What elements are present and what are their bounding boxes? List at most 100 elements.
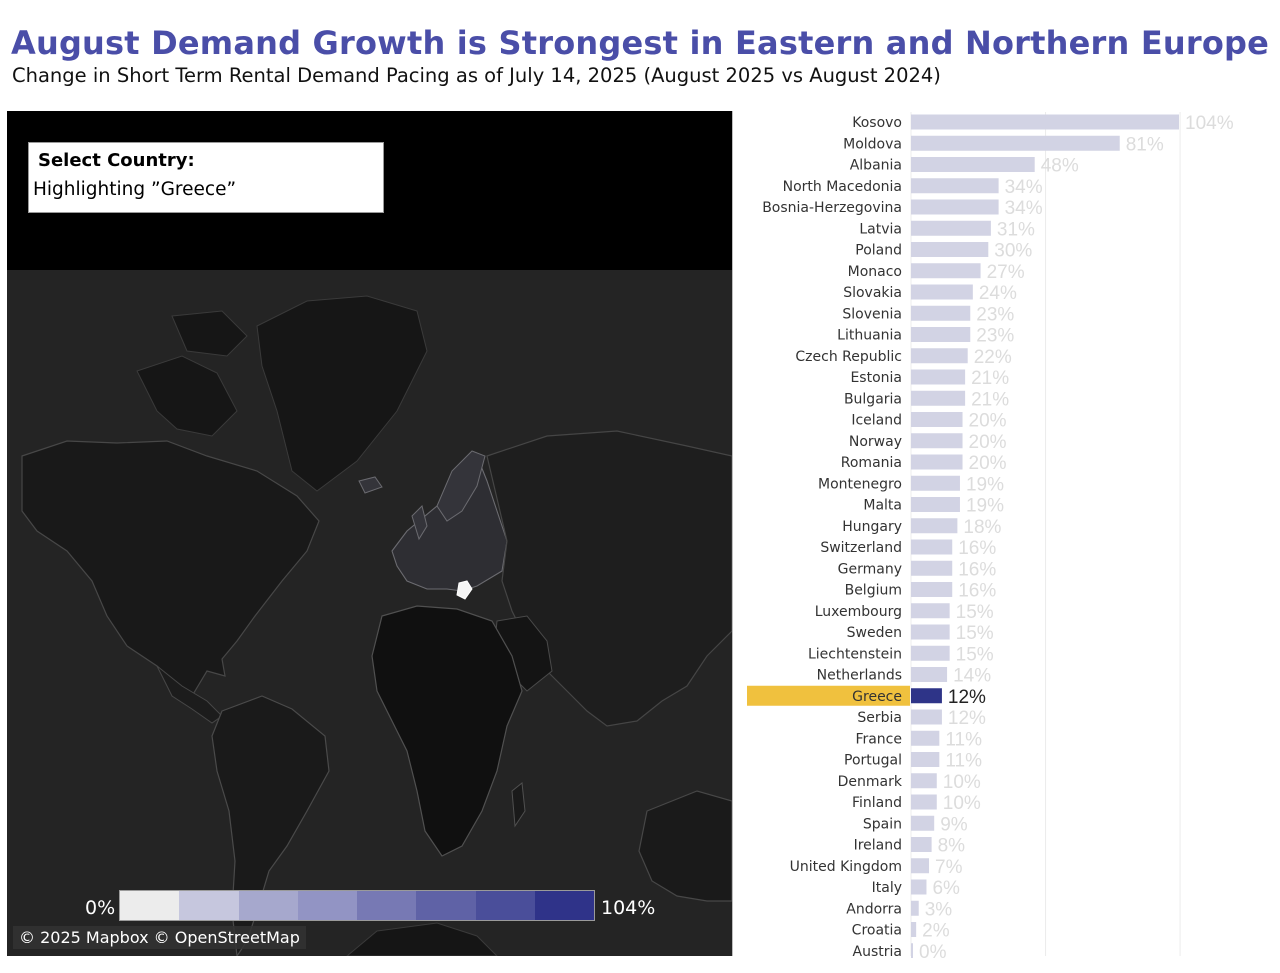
australia-shape bbox=[638, 790, 732, 902]
category-label[interactable]: Denmark bbox=[838, 774, 903, 790]
category-label[interactable]: Poland bbox=[855, 243, 902, 259]
value-label: 21% bbox=[971, 389, 1009, 410]
bar[interactable] bbox=[911, 603, 950, 619]
bar[interactable] bbox=[911, 390, 966, 406]
bar[interactable] bbox=[911, 773, 937, 789]
bar[interactable] bbox=[911, 752, 940, 767]
category-label[interactable]: North Macedonia bbox=[783, 179, 902, 195]
legend-swatch bbox=[120, 891, 180, 920]
value-label: 15% bbox=[956, 644, 994, 665]
value-label: 9% bbox=[940, 814, 968, 835]
bar[interactable] bbox=[911, 284, 973, 300]
bar[interactable] bbox=[911, 815, 935, 831]
bar[interactable] bbox=[911, 242, 989, 257]
bar[interactable] bbox=[911, 709, 942, 725]
category-label[interactable]: Switzerland bbox=[820, 540, 902, 556]
bar[interactable] bbox=[911, 730, 940, 746]
category-label[interactable]: Lithuania bbox=[837, 328, 902, 344]
category-label[interactable]: Ireland bbox=[854, 838, 902, 854]
category-label[interactable]: Luxembourg bbox=[815, 604, 902, 620]
category-label[interactable]: Romania bbox=[841, 455, 902, 471]
bar[interactable] bbox=[911, 497, 960, 512]
value-label: 16% bbox=[958, 581, 996, 602]
bar[interactable] bbox=[911, 539, 953, 555]
greenland-shape bbox=[256, 295, 428, 492]
bar[interactable] bbox=[911, 220, 991, 236]
category-label[interactable]: Belgium bbox=[845, 583, 902, 599]
bar[interactable] bbox=[911, 114, 1179, 130]
bar[interactable] bbox=[911, 305, 971, 321]
category-label[interactable]: Bulgaria bbox=[844, 391, 902, 407]
bar[interactable] bbox=[911, 518, 958, 534]
bar[interactable] bbox=[911, 582, 953, 597]
bar[interactable] bbox=[911, 475, 960, 491]
bar[interactable] bbox=[911, 688, 942, 704]
category-label[interactable]: Sweden bbox=[847, 625, 902, 641]
greece-shape[interactable] bbox=[456, 580, 473, 600]
value-label: 6% bbox=[932, 878, 960, 899]
bar[interactable] bbox=[911, 135, 1120, 151]
bar[interactable] bbox=[911, 157, 1035, 172]
category-label[interactable]: France bbox=[855, 731, 902, 747]
bar[interactable] bbox=[911, 943, 913, 958]
bar[interactable] bbox=[911, 178, 999, 194]
category-label[interactable]: Iceland bbox=[851, 413, 902, 429]
category-label[interactable]: Netherlands bbox=[817, 668, 902, 684]
category-label[interactable]: Slovenia bbox=[842, 306, 902, 322]
bar[interactable] bbox=[911, 412, 963, 427]
category-label[interactable]: Albania bbox=[850, 158, 902, 174]
category-label[interactable]: Slovakia bbox=[843, 285, 902, 301]
bar[interactable] bbox=[911, 624, 950, 640]
bar[interactable] bbox=[911, 667, 948, 682]
category-label[interactable]: Germany bbox=[838, 561, 902, 577]
bar[interactable] bbox=[911, 348, 968, 364]
country-selector[interactable]: Select Country: Highlighting ”Greece” bbox=[28, 142, 384, 213]
bar[interactable] bbox=[911, 837, 932, 852]
category-label[interactable]: Italy bbox=[872, 880, 902, 896]
bar[interactable] bbox=[911, 560, 953, 576]
category-label[interactable]: Norway bbox=[849, 434, 902, 450]
category-label[interactable]: Croatia bbox=[852, 923, 902, 939]
world-map[interactable] bbox=[7, 111, 732, 956]
map-panel[interactable]: Select Country: Highlighting ”Greece” 0%… bbox=[7, 111, 733, 956]
bar[interactable] bbox=[911, 900, 919, 916]
bar[interactable] bbox=[911, 794, 937, 810]
chart-subtitle: Change in Short Term Rental Demand Pacin… bbox=[12, 64, 941, 87]
bar[interactable] bbox=[911, 454, 963, 470]
category-label[interactable]: Liechtenstein bbox=[808, 646, 902, 662]
value-label: 81% bbox=[1126, 134, 1164, 155]
category-label[interactable]: Monaco bbox=[848, 264, 902, 280]
bar[interactable] bbox=[911, 369, 966, 385]
category-label[interactable]: Montenegro bbox=[818, 476, 902, 492]
bar[interactable] bbox=[911, 327, 971, 342]
category-label[interactable]: United Kingdom bbox=[790, 859, 902, 875]
category-label[interactable]: Latvia bbox=[859, 221, 902, 237]
bar[interactable] bbox=[911, 199, 999, 215]
category-label[interactable]: Czech Republic bbox=[795, 349, 902, 365]
bar[interactable] bbox=[911, 645, 950, 661]
category-label[interactable]: Portugal bbox=[844, 753, 902, 769]
bar[interactable] bbox=[911, 858, 930, 874]
category-label[interactable]: Austria bbox=[853, 944, 902, 958]
category-label[interactable]: Serbia bbox=[857, 710, 902, 726]
value-label: 3% bbox=[925, 899, 953, 920]
category-label[interactable]: Spain bbox=[863, 816, 902, 832]
category-label[interactable]: Hungary bbox=[842, 519, 902, 535]
bar[interactable] bbox=[911, 922, 917, 937]
value-label: 23% bbox=[976, 326, 1014, 347]
legend-swatch bbox=[297, 891, 357, 920]
category-label[interactable]: Malta bbox=[863, 498, 902, 514]
category-label[interactable]: Andorra bbox=[846, 901, 902, 917]
bar[interactable] bbox=[911, 879, 927, 895]
bar[interactable] bbox=[911, 263, 981, 279]
category-label[interactable]: Kosovo bbox=[852, 115, 902, 131]
value-label: 27% bbox=[987, 262, 1025, 283]
category-label[interactable]: Bosnia-Herzegovina bbox=[762, 200, 902, 216]
bar[interactable] bbox=[911, 433, 963, 449]
map-attribution[interactable]: © 2025 Mapbox © OpenStreetMap bbox=[13, 926, 306, 949]
category-label[interactable]: Finland bbox=[852, 795, 902, 811]
category-label[interactable]: Estonia bbox=[850, 370, 902, 386]
category-label[interactable]: Moldova bbox=[843, 136, 902, 152]
bar-chart: Kosovo 104% Moldova 81% Albania 48% North Mace… bbox=[747, 112, 1234, 958]
category-label[interactable]: Greece bbox=[852, 689, 902, 705]
